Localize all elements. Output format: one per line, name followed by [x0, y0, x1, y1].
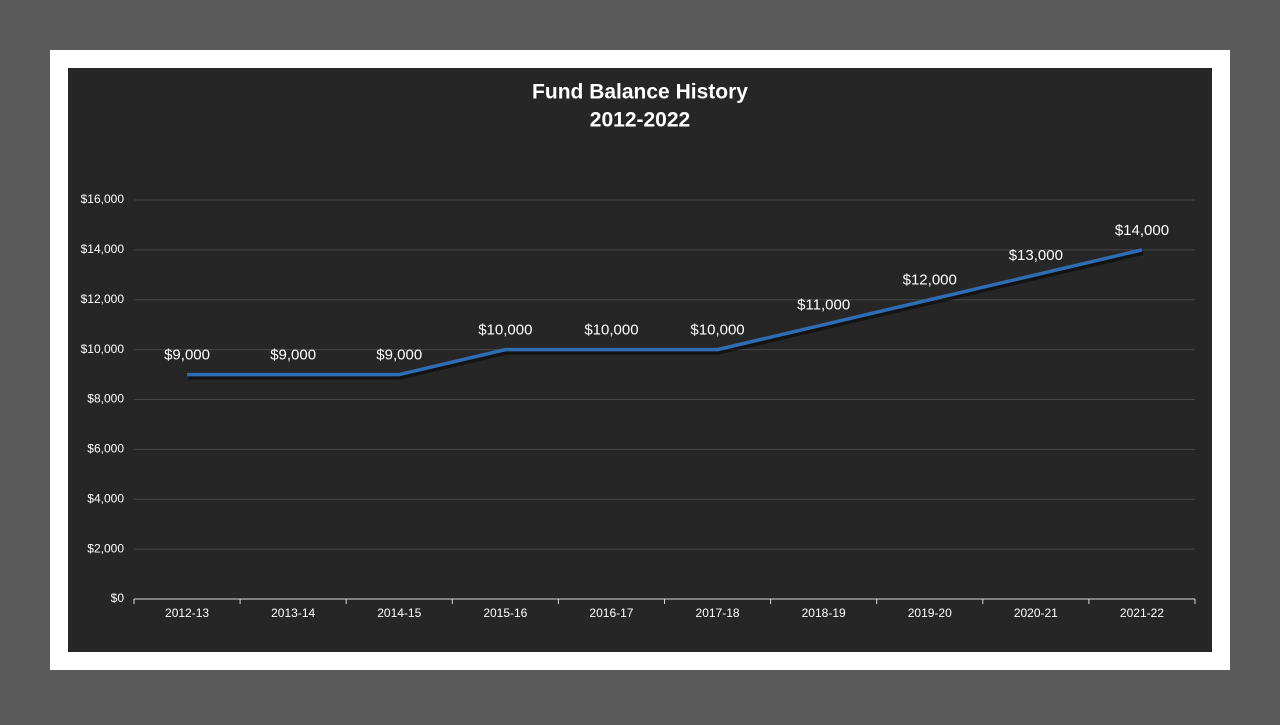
x-tick-label: 2013-14 — [271, 606, 315, 620]
y-tick-label: $14,000 — [81, 242, 125, 256]
y-tick-label: $12,000 — [81, 292, 125, 306]
x-tick-label: 2016-17 — [589, 606, 633, 620]
y-tick-label: $0 — [111, 591, 125, 605]
data-label: $10,000 — [690, 322, 744, 339]
data-label: $12,000 — [903, 272, 957, 289]
chart-area — [68, 68, 1212, 652]
x-tick-label: 2021-22 — [1120, 606, 1164, 620]
y-tick-label: $4,000 — [87, 491, 124, 505]
data-label: $14,000 — [1115, 222, 1169, 239]
y-tick-label: $6,000 — [87, 442, 124, 456]
chart-title: Fund Balance History — [532, 81, 748, 104]
data-label: $9,000 — [376, 347, 422, 364]
chart-subtitle: 2012-2022 — [590, 109, 690, 132]
line-shadow — [188, 250, 1144, 380]
x-tick-label: 2012-13 — [165, 606, 209, 620]
y-tick-label: $16,000 — [81, 192, 125, 206]
data-label: $9,000 — [164, 347, 210, 364]
data-label: $10,000 — [584, 322, 638, 339]
y-tick-label: $8,000 — [87, 392, 124, 406]
x-tick-label: 2018-19 — [802, 606, 846, 620]
x-tick-label: 2015-16 — [483, 606, 527, 620]
data-label: $11,000 — [797, 297, 850, 314]
x-tick-label: 2019-20 — [908, 606, 952, 620]
x-tick-label: 2017-18 — [696, 606, 740, 620]
data-label: $13,000 — [1009, 247, 1063, 264]
line — [187, 248, 1143, 377]
x-tick-label: 2020-21 — [1014, 606, 1058, 620]
y-tick-label: $2,000 — [87, 541, 124, 555]
data-label: $10,000 — [478, 322, 532, 339]
data-label: $9,000 — [270, 347, 316, 364]
x-tick-label: 2014-15 — [377, 606, 421, 620]
y-tick-label: $10,000 — [81, 342, 125, 356]
